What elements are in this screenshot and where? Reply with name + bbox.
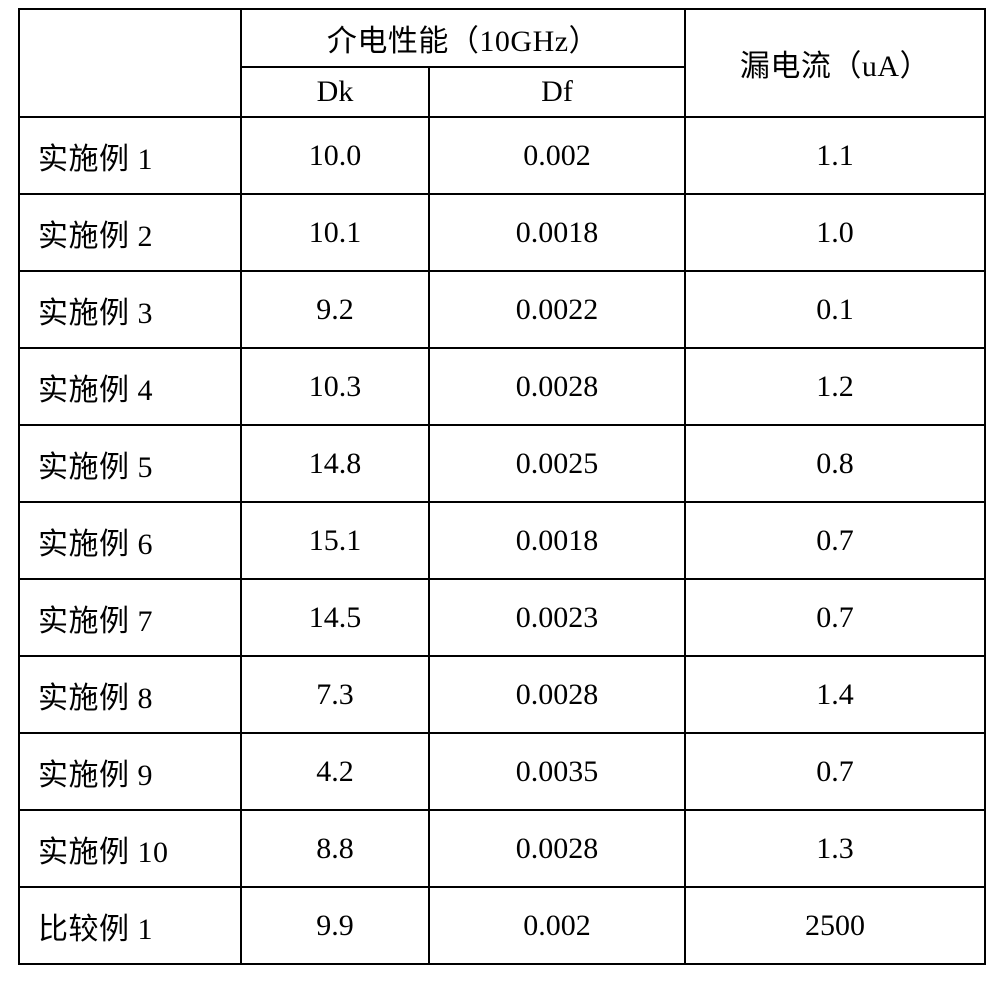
cell-dk: 10.3: [241, 348, 429, 425]
cell-dk: 14.5: [241, 579, 429, 656]
table-row: 实施例 4 10.3 0.0028 1.2: [19, 348, 985, 425]
cell-dk: 7.3: [241, 656, 429, 733]
table-row: 实施例 5 14.8 0.0025 0.8: [19, 425, 985, 502]
row-label: 实施例 2: [19, 194, 241, 271]
table-row: 实施例 3 9.2 0.0022 0.1: [19, 271, 985, 348]
cell-df: 0.0023: [429, 579, 685, 656]
dielectric-table: 介电性能（10GHz） 漏电流（uA） Dk Df 实施例 1 10.0 0.0…: [18, 8, 986, 965]
cell-df: 0.002: [429, 117, 685, 194]
cell-leak: 0.7: [685, 502, 985, 579]
table-row: 实施例 8 7.3 0.0028 1.4: [19, 656, 985, 733]
cell-leak: 0.7: [685, 579, 985, 656]
cell-dk: 15.1: [241, 502, 429, 579]
table-row: 实施例 9 4.2 0.0035 0.7: [19, 733, 985, 810]
cell-dk: 4.2: [241, 733, 429, 810]
table-row: 实施例 7 14.5 0.0023 0.7: [19, 579, 985, 656]
table-row: 比较例 1 9.9 0.002 2500: [19, 887, 985, 964]
cell-dk: 9.2: [241, 271, 429, 348]
cell-dk: 10.1: [241, 194, 429, 271]
row-label: 实施例 8: [19, 656, 241, 733]
row-label: 实施例 4: [19, 348, 241, 425]
header-dk: Dk: [241, 67, 429, 117]
cell-leak: 1.4: [685, 656, 985, 733]
cell-df: 0.0025: [429, 425, 685, 502]
cell-leak: 0.8: [685, 425, 985, 502]
row-label: 实施例 6: [19, 502, 241, 579]
cell-leak: 0.7: [685, 733, 985, 810]
cell-df: 0.0028: [429, 810, 685, 887]
table-row: 实施例 1 10.0 0.002 1.1: [19, 117, 985, 194]
cell-leak: 2500: [685, 887, 985, 964]
cell-df: 0.0035: [429, 733, 685, 810]
header-leakage: 漏电流（uA）: [685, 9, 985, 117]
table-row: 实施例 2 10.1 0.0018 1.0: [19, 194, 985, 271]
row-label: 比较例 1: [19, 887, 241, 964]
cell-leak: 1.3: [685, 810, 985, 887]
cell-leak: 1.1: [685, 117, 985, 194]
cell-df: 0.0022: [429, 271, 685, 348]
row-label: 实施例 1: [19, 117, 241, 194]
row-label: 实施例 9: [19, 733, 241, 810]
cell-df: 0.0018: [429, 502, 685, 579]
row-label: 实施例 5: [19, 425, 241, 502]
table-row: 实施例 10 8.8 0.0028 1.3: [19, 810, 985, 887]
cell-dk: 14.8: [241, 425, 429, 502]
cell-leak: 1.0: [685, 194, 985, 271]
header-blank: [19, 9, 241, 117]
cell-leak: 1.2: [685, 348, 985, 425]
cell-df: 0.0018: [429, 194, 685, 271]
row-label: 实施例 3: [19, 271, 241, 348]
row-label: 实施例 10: [19, 810, 241, 887]
cell-dk: 9.9: [241, 887, 429, 964]
row-label: 实施例 7: [19, 579, 241, 656]
table-row: 实施例 6 15.1 0.0018 0.7: [19, 502, 985, 579]
cell-leak: 0.1: [685, 271, 985, 348]
cell-dk: 10.0: [241, 117, 429, 194]
cell-dk: 8.8: [241, 810, 429, 887]
cell-df: 0.0028: [429, 348, 685, 425]
cell-df: 0.002: [429, 887, 685, 964]
header-dielectric-group: 介电性能（10GHz）: [241, 9, 685, 67]
cell-df: 0.0028: [429, 656, 685, 733]
header-df: Df: [429, 67, 685, 117]
